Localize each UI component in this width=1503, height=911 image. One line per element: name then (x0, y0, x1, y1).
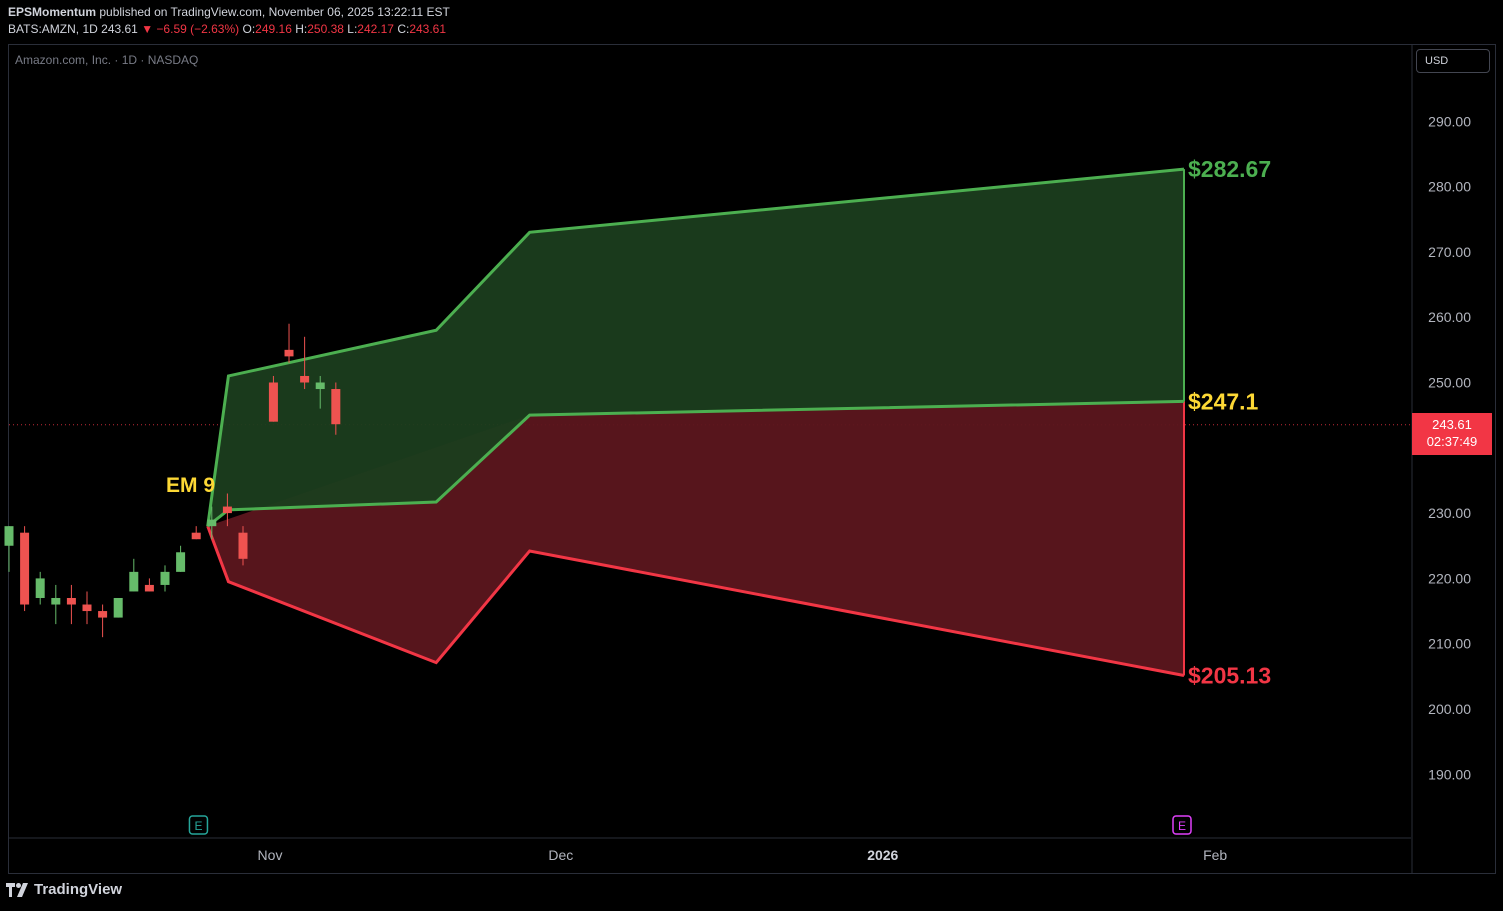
candle-body (66, 597, 76, 605)
open-label: O: (242, 22, 256, 36)
low-value: 242.17 (357, 22, 394, 36)
tradingview-footer[interactable]: TradingView (6, 881, 122, 898)
time-axis-label: Dec (548, 847, 573, 863)
band-end-label: $247.1 (1188, 388, 1259, 414)
candle-body (284, 349, 294, 357)
candle-body (35, 578, 45, 598)
earnings-marker-icon[interactable]: E (1172, 815, 1192, 835)
bar-countdown: 02:37:49 (1426, 434, 1478, 449)
footer-brand: TradingView (34, 881, 123, 898)
currency-button[interactable]: USD (1416, 49, 1490, 73)
band-end-label: $205.13 (1188, 663, 1271, 689)
time-axis-label: Nov (258, 847, 283, 863)
candle-body (315, 382, 325, 390)
last-price-tag: 243.61 02:37:49 (1412, 413, 1492, 455)
band-end-label: $282.67 (1188, 156, 1271, 182)
price-axis-tick: 210.00 (1428, 636, 1471, 652)
candle-body (268, 382, 278, 422)
change-arrow-icon: ▼ (141, 22, 154, 36)
red-band-lower-line (206, 525, 1185, 677)
price-axis-tick: 270.00 (1428, 244, 1471, 260)
price-axis-tick: 260.00 (1428, 309, 1471, 325)
price-axis-tick: 200.00 (1428, 701, 1471, 717)
candle-body (4, 526, 14, 546)
candle-body (20, 532, 30, 605)
candle-body (191, 532, 201, 540)
earnings-marker-box (188, 815, 209, 835)
publisher-name[interactable]: EPSMomentum (8, 5, 97, 19)
price-axis-tick: 250.00 (1428, 375, 1471, 391)
candle-body (222, 506, 232, 514)
last-value: 243.61 (101, 22, 138, 36)
candle-body (160, 571, 170, 585)
candle-body (82, 604, 92, 612)
time-axis-label: 2026 (867, 847, 898, 863)
chart-frame (8, 44, 1496, 874)
green-band-fill (207, 169, 1184, 527)
candle-body (51, 597, 61, 605)
price-axis-tick: 290.00 (1428, 113, 1471, 129)
earnings-marker-letter: E (1178, 819, 1186, 833)
ohlc-line: BATS:AMZN, 1D 243.61 ▼ −6.59 (−2.63%) O:… (8, 22, 446, 36)
candle-body (98, 611, 108, 618)
candle-body (207, 519, 217, 527)
earnings-marker-box (1172, 815, 1192, 835)
candle-body (176, 552, 186, 572)
price-axis-tick: 280.00 (1428, 179, 1471, 195)
earnings-marker-letter: E (194, 819, 202, 833)
green-band-lower-line (206, 399, 1185, 528)
published-text: published on TradingView.com, November 0… (99, 5, 450, 19)
time-axis-label: Feb (1203, 847, 1227, 863)
candle-body (113, 597, 123, 618)
last-price-value: 243.61 (1432, 417, 1472, 432)
publish-info: EPSMomentum published on TradingView.com… (8, 5, 450, 19)
earnings-marker-icon[interactable]: E (188, 815, 209, 835)
close-label: C: (397, 22, 410, 36)
candle-body (144, 584, 154, 592)
symbol-legend: Amazon.com, Inc. · 1D · NASDAQ (15, 53, 199, 67)
close-value: 243.61 (409, 22, 447, 36)
em-label: EM 9 (166, 474, 215, 497)
candle-body (331, 389, 341, 425)
price-axis-tick: 230.00 (1428, 505, 1471, 521)
low-label: L: (347, 22, 358, 36)
tradingview-logo-icon (6, 882, 28, 897)
price-axis-tick: 190.00 (1428, 766, 1471, 782)
candle-body (300, 375, 310, 383)
high-label: H: (295, 22, 308, 36)
candle-body (238, 532, 248, 559)
open-value: 249.16 (255, 22, 292, 36)
symbol-line: BATS:AMZN, 1D (8, 22, 98, 36)
candle-body (129, 571, 139, 592)
change-value: −6.59 (−2.63%) (156, 22, 240, 36)
green-band-upper-line (206, 167, 1185, 527)
price-axis-tick: 220.00 (1428, 570, 1471, 586)
high-value: 250.38 (307, 22, 344, 36)
